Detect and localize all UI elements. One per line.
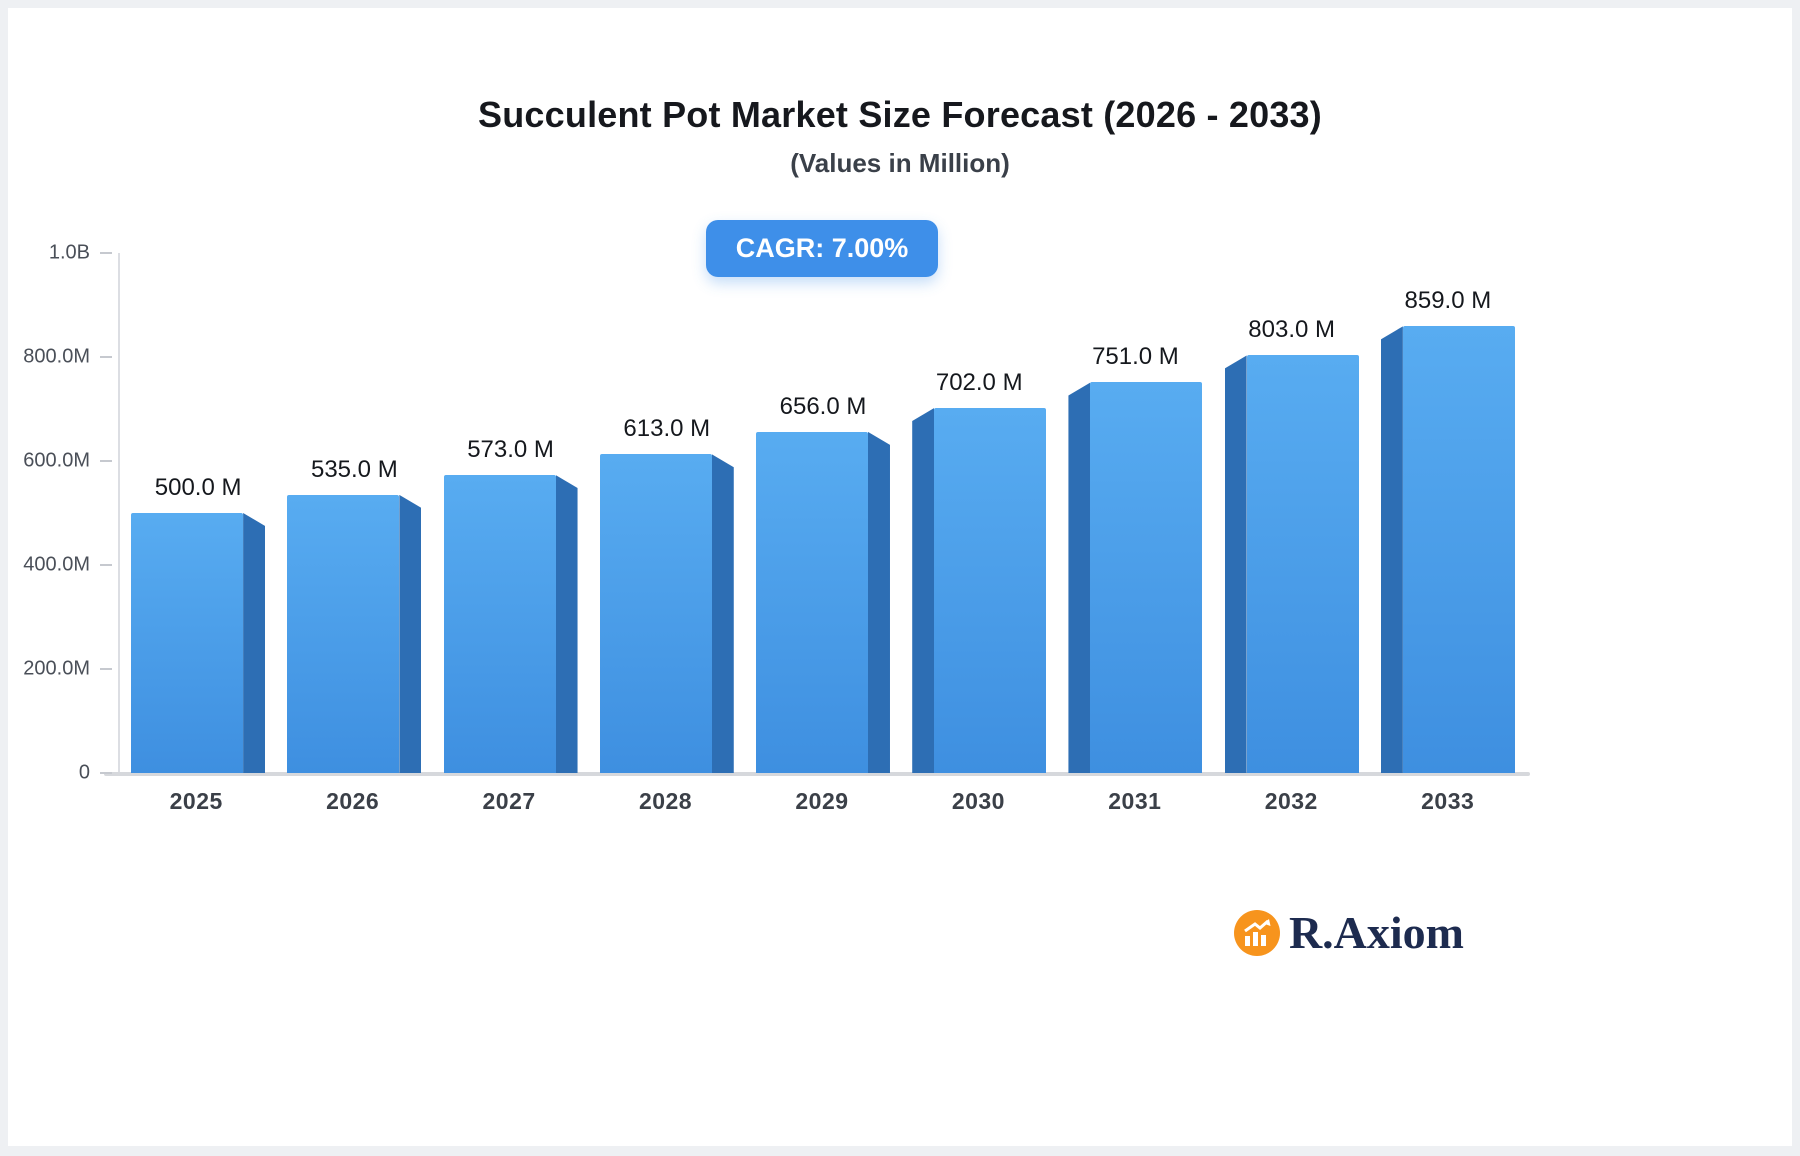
x-axis-category-label: 2030 — [951, 788, 1005, 814]
y-axis-tick-mark — [100, 356, 112, 358]
bar-value-label: 656.0 M — [779, 392, 867, 420]
bar-group: 500.0 M — [120, 474, 276, 773]
bar-value-label: 859.0 M — [1404, 287, 1492, 315]
bars-row: 500.0 M 535.0 M 573.0 M 613.0 M 656.0 M 702.0… — [120, 253, 1526, 773]
y-axis-tick-mark — [100, 460, 112, 462]
bar-front-face — [755, 431, 868, 773]
cagr-badge: CAGR: 7.00% — [705, 220, 939, 277]
bar-group: 702.0 M — [901, 369, 1057, 773]
badge-row: CAGR: 7.00% — [118, 220, 1526, 277]
x-axis-labels: 2025 2026 2027 2028 2029 2030 2031 2032 2033 — [118, 788, 1526, 815]
bar — [1224, 355, 1359, 773]
bar-group: 656.0 M — [745, 393, 901, 773]
x-axis-category-label: 2033 — [1421, 788, 1475, 814]
bar-front-face — [131, 513, 244, 773]
bar-group: 859.0 M — [1370, 287, 1526, 773]
bar-side-face — [912, 407, 935, 773]
y-axis-tick-label: 800.0M — [23, 345, 90, 368]
bar — [1068, 382, 1203, 773]
bar-front-face — [443, 475, 556, 773]
x-axis-category-label: 2028 — [638, 788, 693, 814]
x-axis-category-label: 2029 — [795, 788, 849, 814]
chart-subtitle: (Values in Million) — [790, 148, 1010, 178]
bar-group: 535.0 M — [276, 456, 432, 773]
plot-area: 500.0 M 535.0 M 573.0 M 613.0 M 656.0 M 702.0… — [23, 242, 1530, 784]
chart-card: Succulent Pot Market Size Forecast (2026… — [8, 8, 1792, 1146]
bar-side-face — [555, 475, 578, 773]
bar-value-label: 573.0 M — [467, 436, 554, 464]
bar-group: 803.0 M — [1214, 316, 1370, 773]
bar — [131, 513, 266, 773]
bar — [599, 454, 734, 773]
y-axis-tick-mark — [100, 668, 112, 670]
bar-side-face — [711, 454, 734, 773]
bar-side-face — [867, 431, 890, 773]
bar-side-face — [1068, 382, 1091, 773]
y-axis-tick-label: 600.0M — [23, 449, 90, 472]
bar-front-face — [287, 494, 400, 773]
x-axis-category-label: 2027 — [482, 788, 536, 814]
x-axis-category-label: 2031 — [1108, 788, 1162, 814]
bar-front-face — [1402, 326, 1515, 773]
bar-value-label: 535.0 M — [310, 455, 398, 483]
bar-value-label: 500.0 M — [154, 474, 242, 501]
bar — [755, 431, 890, 773]
bar-value-label: 702.0 M — [935, 368, 1023, 396]
bar-front-face — [599, 454, 712, 773]
x-axis-category-label: 2032 — [1264, 788, 1318, 814]
y-axis-tick-mark — [100, 252, 112, 254]
x-axis-category-label: 2025 — [169, 788, 223, 814]
y-axis-tick-mark — [100, 564, 112, 566]
y-axis-tick-label: 400.0M — [23, 553, 90, 576]
brand-logo-text: R.Axiom — [1288, 907, 1464, 958]
bar — [287, 494, 422, 773]
bar-group: 751.0 M — [1057, 343, 1213, 773]
bar-side-face — [243, 513, 266, 773]
bar-group: 613.0 M — [589, 415, 745, 773]
bar-front-face — [1246, 355, 1359, 773]
bar-value-label: 751.0 M — [1092, 343, 1179, 371]
bar-value-label: 613.0 M — [623, 415, 711, 443]
bar — [912, 407, 1047, 773]
y-axis-tick-mark — [100, 772, 112, 774]
x-axis-category-label: 2026 — [326, 788, 380, 814]
bar-front-face — [1090, 382, 1203, 773]
bar-side-face — [1224, 355, 1247, 773]
bar — [443, 475, 578, 773]
bar-front-face — [934, 407, 1047, 773]
y-axis-tick-label: 1.0B — [48, 241, 90, 264]
bar-side-face — [399, 494, 422, 773]
y-axis-tick-label: 0 — [78, 761, 90, 784]
x-axis-line — [104, 772, 1530, 776]
bar-side-face — [1380, 326, 1403, 773]
brand-logo: R.Axiom — [1233, 906, 1464, 959]
bar-chart-logo-icon — [1233, 909, 1281, 957]
y-axis-tick-label: 200.0M — [23, 657, 90, 680]
chart-title: Succulent Pot Market Size Forecast (2026… — [478, 94, 1322, 135]
bar-value-label: 803.0 M — [1248, 316, 1335, 344]
bar-group: 573.0 M — [432, 436, 588, 773]
bar — [1380, 326, 1515, 773]
